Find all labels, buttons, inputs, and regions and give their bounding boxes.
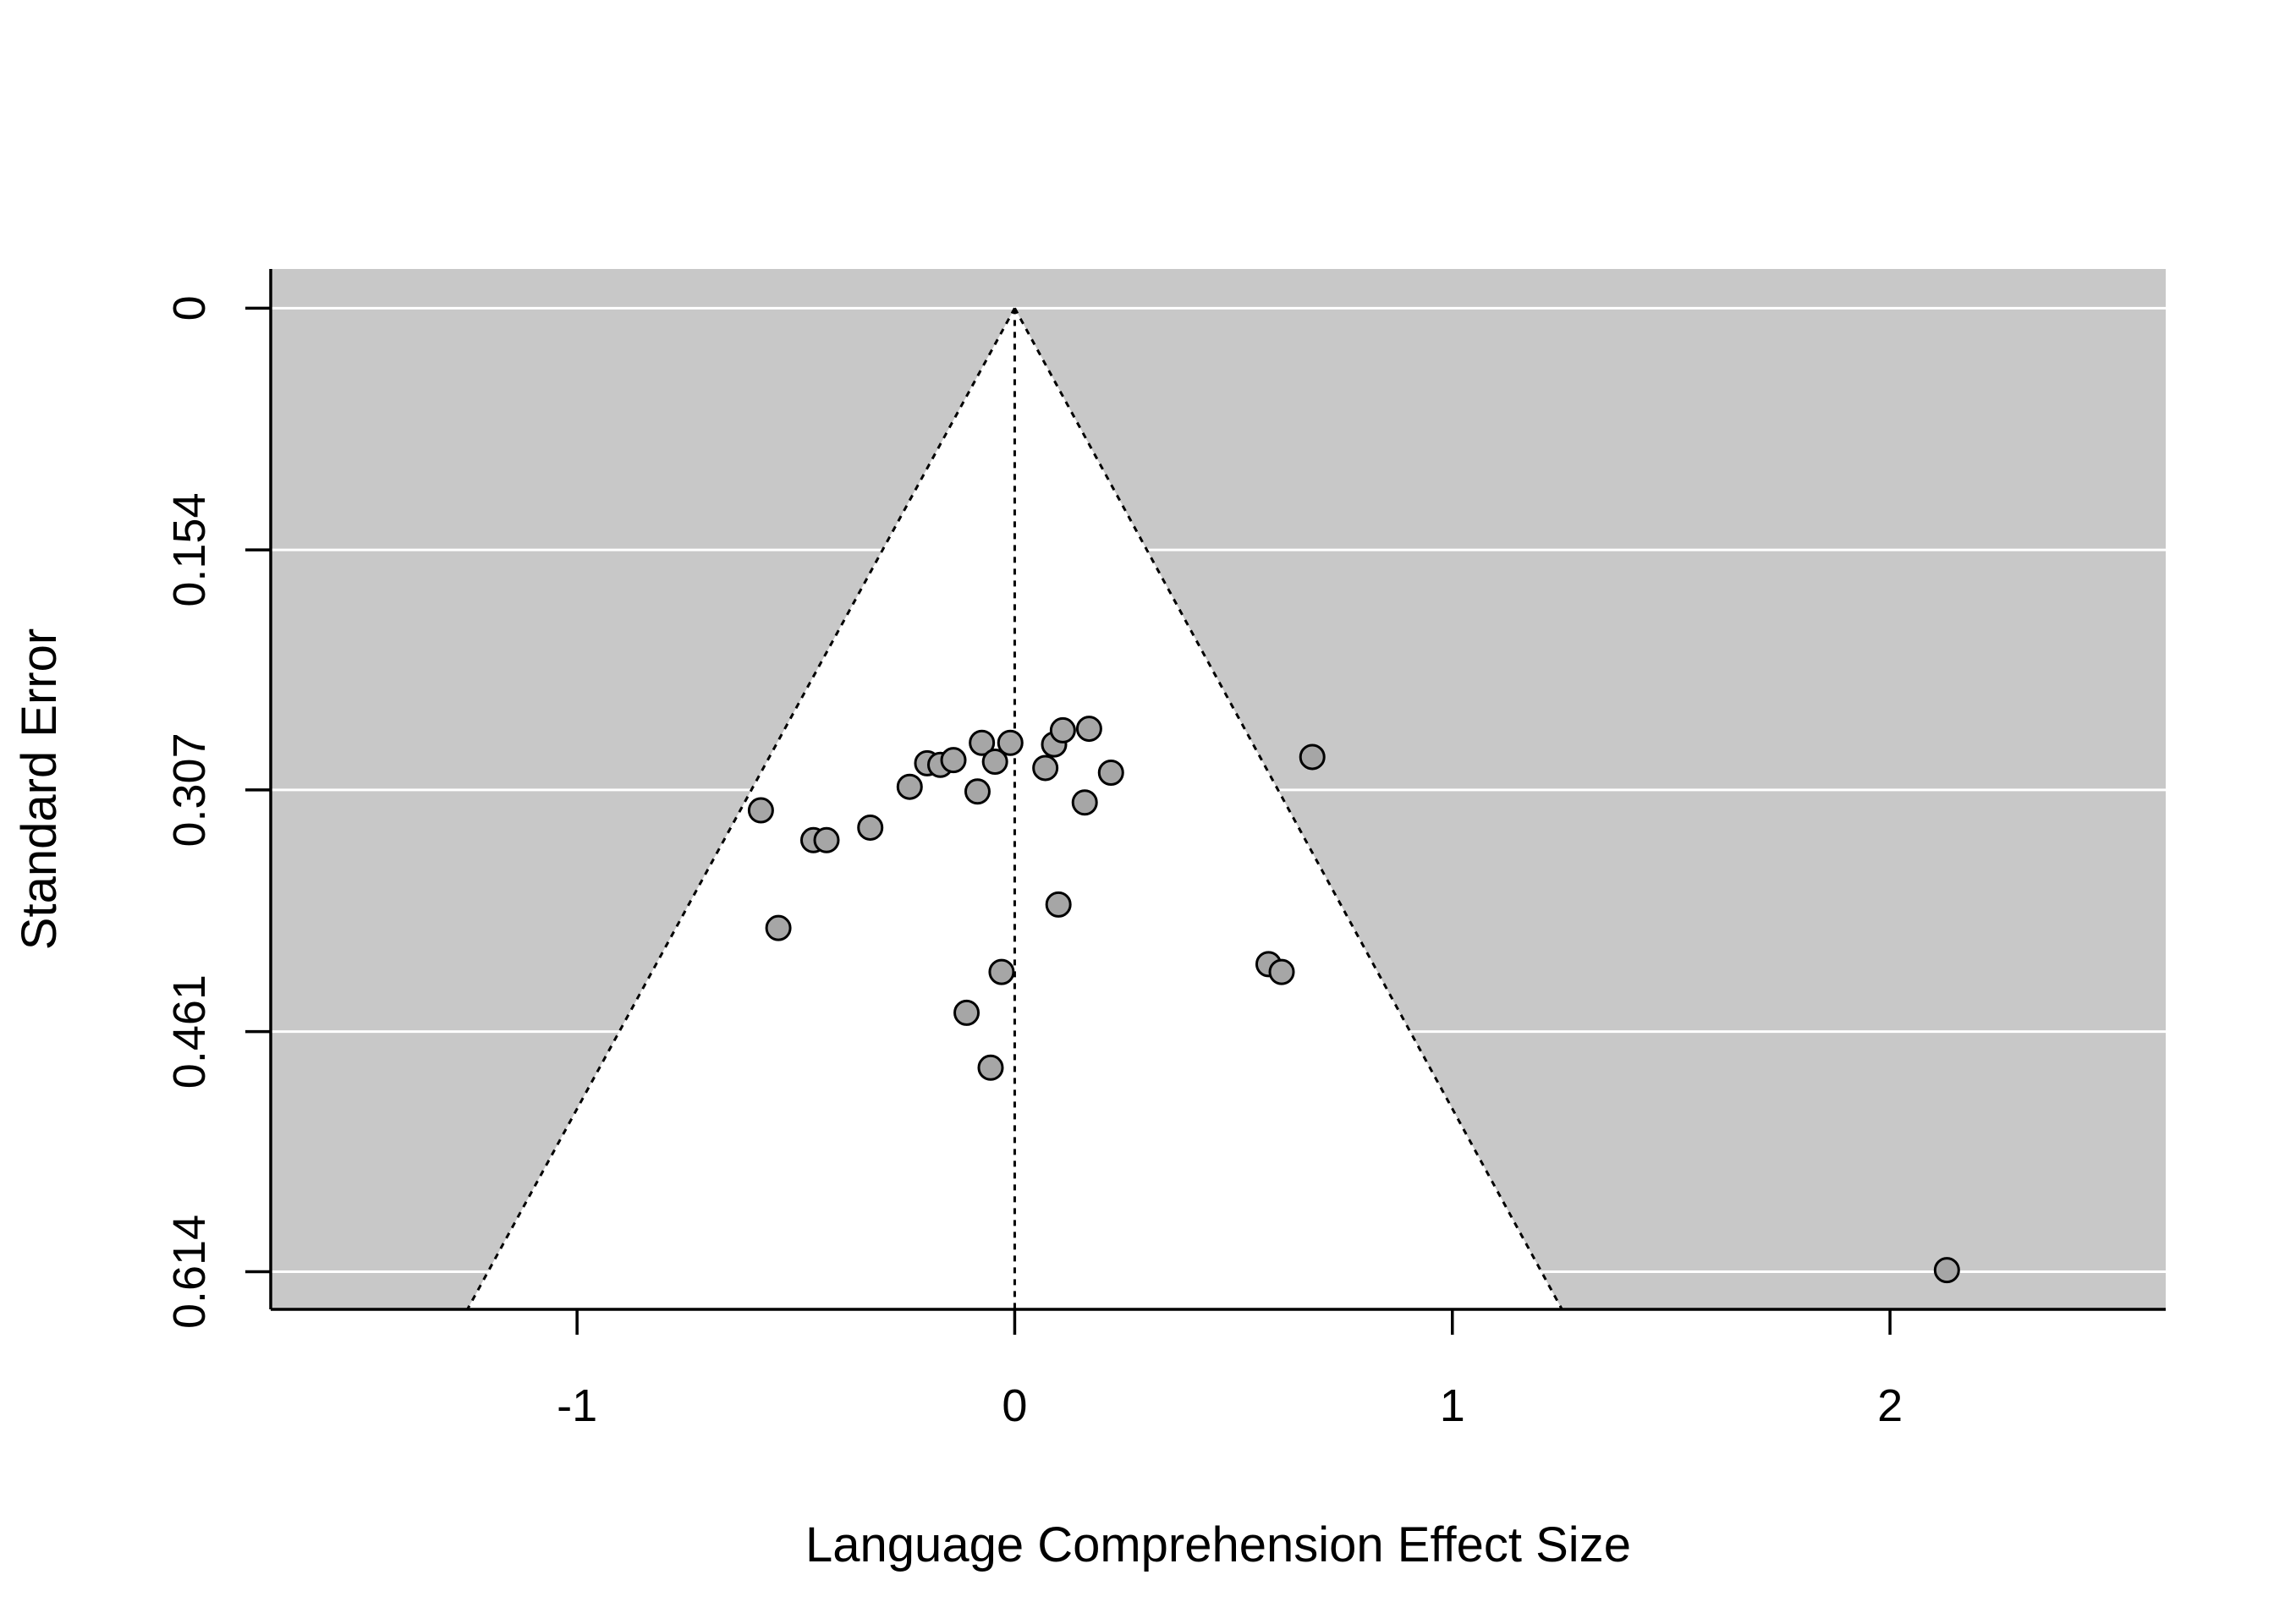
y-tick-label: 0.154	[164, 493, 215, 607]
study-point	[981, 749, 1008, 776]
study-point	[1049, 716, 1076, 743]
study-point	[977, 1054, 1004, 1081]
study-point	[1071, 789, 1098, 816]
study-point	[1045, 891, 1072, 918]
study-point	[964, 778, 991, 805]
study-point	[813, 826, 840, 853]
study-point	[1299, 743, 1326, 771]
study-point	[1075, 716, 1102, 743]
study-point	[1933, 1257, 1960, 1284]
x-axis-title: Language Comprehension Effect Size	[805, 1517, 1631, 1572]
x-tick-label: -1	[557, 1380, 597, 1431]
study-point	[1268, 958, 1295, 985]
study-point	[1032, 754, 1059, 782]
funnel-boundary-lines	[466, 307, 1563, 1310]
y-tick-label: 0.307	[164, 732, 215, 847]
study-point	[969, 729, 996, 756]
funnel-boundary-line	[466, 307, 1016, 1310]
x-tick-label: 2	[1877, 1380, 1903, 1431]
x-axis-ticks: -1 0 1 2	[557, 1309, 1903, 1431]
x-tick-label: 1	[1440, 1380, 1465, 1431]
study-point	[765, 914, 792, 941]
study-point	[747, 797, 774, 824]
y-tick-label: 0	[164, 295, 215, 321]
study-point	[953, 999, 980, 1026]
funnel-boundary-line	[1013, 307, 1563, 1310]
y-tick-label: 0.461	[164, 974, 215, 1089]
y-axis-ticks: 0 0.154 0.307 0.461 0.614	[164, 295, 271, 1329]
study-point	[896, 773, 923, 800]
study-point	[997, 729, 1024, 756]
y-axis-title: Standard Error	[12, 628, 67, 950]
study-point	[940, 747, 967, 774]
x-tick-label: 0	[1002, 1380, 1027, 1431]
study-point	[988, 958, 1015, 985]
study-point	[1097, 760, 1124, 787]
y-tick-label: 0.614	[164, 1215, 215, 1329]
study-point	[857, 814, 884, 841]
study-points	[747, 716, 1960, 1284]
